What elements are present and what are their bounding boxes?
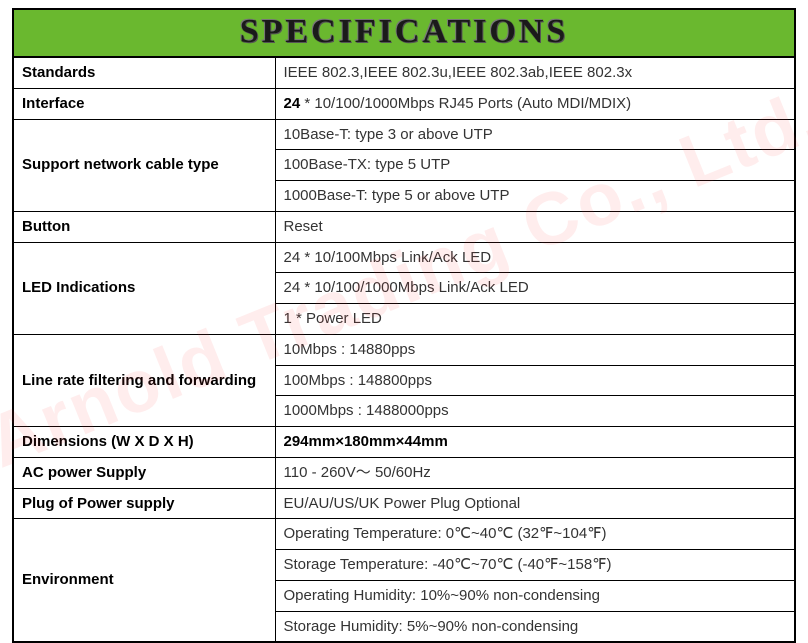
table-row: Line rate filtering and forwarding 10Mbp… [13,334,795,365]
page-title: SPECIFICATIONS [14,13,794,51]
spec-value: 10Mbps : 14880pps [275,334,795,365]
spec-label-button: Button [13,211,275,242]
spec-value: 1000Base-T: type 5 or above UTP [275,181,795,212]
spec-value: 24 * 10/100/1000Mbps RJ45 Ports (Auto MD… [275,88,795,119]
spec-label-dimensions: Dimensions (W X D X H) [13,427,275,458]
table-row: Interface 24 * 10/100/1000Mbps RJ45 Port… [13,88,795,119]
table-row: Dimensions (W X D X H) 294mm×180mm×44mm [13,427,795,458]
table-row: Plug of Power supply EU/AU/US/UK Power P… [13,488,795,519]
bold-prefix: 24 [284,95,301,112]
spec-value: IEEE 802.3,IEEE 802.3u,IEEE 802.3ab,IEEE… [275,57,795,88]
table-row: Button Reset [13,211,795,242]
spec-value: 10Base-T: type 3 or above UTP [275,119,795,150]
spec-value: 24 * 10/100Mbps Link/Ack LED [275,242,795,273]
spec-label-environment: Environment [13,519,275,643]
spec-header: SPECIFICATIONS [12,8,796,56]
table-row: Support network cable type 10Base-T: typ… [13,119,795,150]
spec-value: 100Mbps : 148800pps [275,365,795,396]
spec-value: 24 * 10/100/1000Mbps Link/Ack LED [275,273,795,304]
spec-label-line-rate: Line rate filtering and forwarding [13,334,275,426]
spec-label-cable-type: Support network cable type [13,119,275,211]
table-row: Environment Operating Temperature: 0℃~40… [13,519,795,550]
spec-value: Operating Temperature: 0℃~40℃ (32℉~104℉) [275,519,795,550]
spec-value: EU/AU/US/UK Power Plug Optional [275,488,795,519]
after-prefix: * 10/100/1000Mbps RJ45 Ports (Auto MDI/M… [300,95,631,112]
table-row: AC power Supply 110 - 260V～ 50/60Hz [13,457,795,488]
table-row: Standards IEEE 802.3,IEEE 802.3u,IEEE 80… [13,57,795,88]
spec-label-led: LED Indications [13,242,275,334]
spec-label-ac-power: AC power Supply [13,457,275,488]
spec-label-plug: Plug of Power supply [13,488,275,519]
spec-value: 110 - 260V～ 50/60Hz [275,457,795,488]
table-row: LED Indications 24 * 10/100Mbps Link/Ack… [13,242,795,273]
spec-value: Reset [275,211,795,242]
spec-value: Storage Humidity: 5%~90% non-condensing [275,611,795,642]
spec-value: Operating Humidity: 10%~90% non-condensi… [275,580,795,611]
spec-value: 1 * Power LED [275,304,795,335]
bold-value: 294mm×180mm×44mm [284,433,448,450]
spec-label-interface: Interface [13,88,275,119]
spec-value: 294mm×180mm×44mm [275,427,795,458]
spec-value: Storage Temperature: -40℃~70℃ (-40℉~158℉… [275,550,795,581]
spec-value: 1000Mbps : 1488000pps [275,396,795,427]
spec-value: 100Base-TX: type 5 UTP [275,150,795,181]
spec-label-standards: Standards [13,57,275,88]
